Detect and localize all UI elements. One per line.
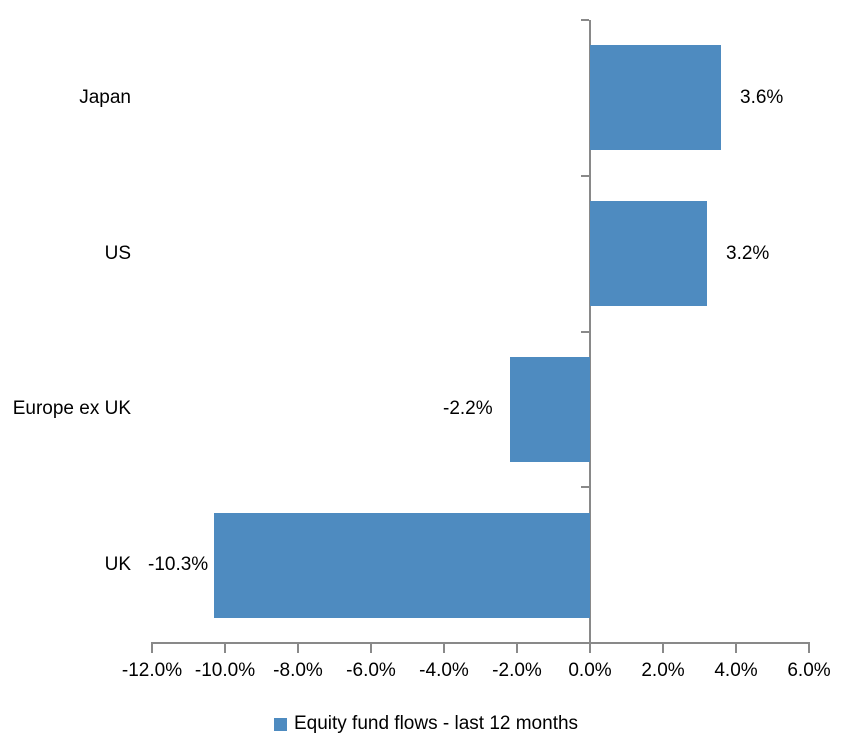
value-axis-tick (516, 644, 518, 653)
data-label: -10.3% (148, 554, 209, 575)
value-axis-line (151, 642, 810, 644)
bar (214, 513, 590, 618)
category-label: UK (104, 554, 131, 575)
category-label: Europe ex UK (12, 398, 131, 419)
value-axis-tick (370, 644, 372, 653)
data-label: 3.6% (740, 87, 784, 108)
category-axis-tick (581, 331, 589, 333)
x-tick-label: -8.0% (273, 660, 323, 681)
bar (510, 357, 590, 462)
x-tick-label: 2.0% (641, 660, 685, 681)
x-tick-label: -10.0% (194, 660, 256, 681)
x-tick-label: 4.0% (714, 660, 758, 681)
legend-series-label: Equity fund flows - last 12 months (293, 713, 579, 734)
category-label: US (104, 243, 131, 264)
category-axis-tick (581, 175, 589, 177)
category-axis-line (589, 20, 591, 643)
category-axis-tick (581, 19, 589, 21)
value-axis-tick (662, 644, 664, 653)
value-axis-tick (808, 644, 810, 653)
x-tick-label: -4.0% (419, 660, 469, 681)
data-label: 3.2% (726, 243, 770, 264)
x-tick-label: 6.0% (787, 660, 831, 681)
bar (590, 201, 707, 306)
data-label: -2.2% (443, 398, 493, 419)
category-axis-tick (581, 486, 589, 488)
value-axis-tick (151, 644, 153, 653)
x-tick-label: 0.0% (568, 660, 612, 681)
legend-swatch-icon (273, 717, 287, 731)
x-tick-label: -12.0% (121, 660, 183, 681)
x-tick-label: -6.0% (346, 660, 396, 681)
value-axis-tick (224, 644, 226, 653)
category-label: Japan (79, 87, 131, 108)
legend: Equity fund flows - last 12 months (0, 711, 852, 737)
value-axis-tick (297, 644, 299, 653)
value-axis-tick (589, 644, 591, 653)
value-axis-tick (735, 644, 737, 653)
x-tick-label: -2.0% (492, 660, 542, 681)
bar (590, 45, 721, 150)
value-axis-tick (443, 644, 445, 653)
